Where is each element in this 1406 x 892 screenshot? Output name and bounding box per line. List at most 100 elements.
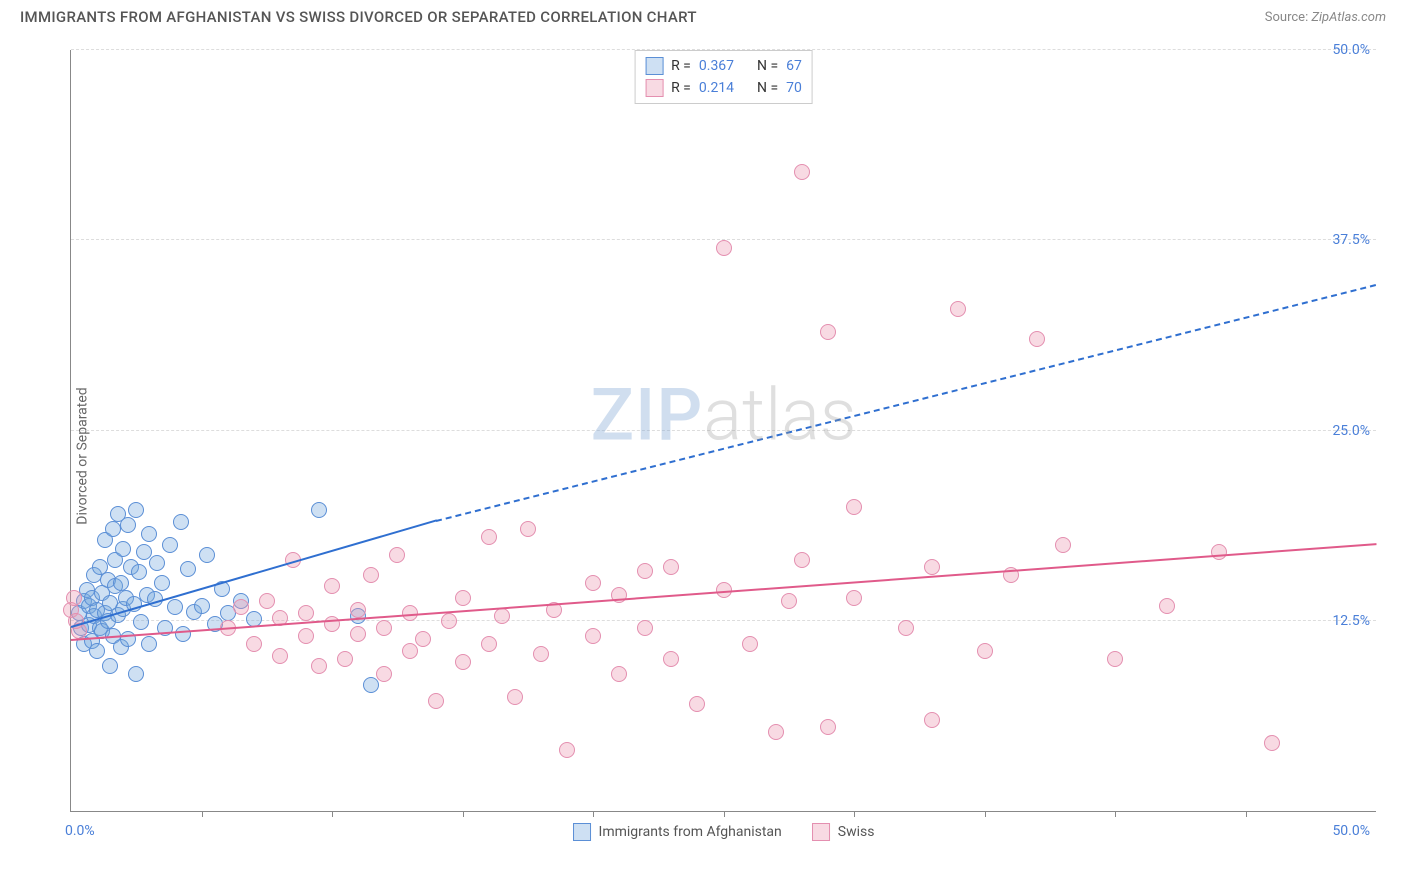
data-point-swiss [1107, 651, 1123, 667]
watermark-atlas: atlas [703, 373, 856, 458]
source-label: Source: [1265, 10, 1308, 25]
r-value-afghanistan: 0.367 [699, 58, 734, 74]
data-point-swiss [233, 599, 249, 615]
data-point-swiss [1159, 598, 1175, 614]
data-point-swiss [298, 628, 314, 644]
data-point-swiss [585, 628, 601, 644]
watermark-zip: ZIP [591, 373, 704, 458]
data-point-afghanistan [173, 514, 189, 530]
data-point-swiss [716, 240, 732, 256]
data-point-afghanistan [311, 502, 327, 518]
x-origin-label: 0.0% [65, 823, 95, 839]
n-value-afghanistan: 67 [786, 58, 802, 74]
data-point-swiss [637, 620, 653, 636]
legend-item-afghanistan: Immigrants from Afghanistan [573, 823, 782, 841]
data-point-swiss [363, 567, 379, 583]
ytick-label: 12.5% [1332, 613, 1370, 629]
legend-stats: R = 0.367 N = 67 R = 0.214 N = 70 [634, 50, 813, 104]
trend-line [436, 284, 1376, 522]
data-point-swiss [924, 712, 940, 728]
chart-container: Divorced or Separated ZIPatlas R = 0.367… [20, 40, 1386, 872]
gridline [71, 430, 1376, 431]
watermark: ZIPatlas [591, 373, 857, 458]
data-point-swiss [977, 643, 993, 659]
data-point-swiss [376, 620, 392, 636]
data-point-swiss [1264, 735, 1280, 751]
data-point-swiss [794, 164, 810, 180]
chart-title: IMMIGRANTS FROM AFGHANISTAN VS SWISS DIV… [20, 8, 697, 26]
data-point-afghanistan [199, 547, 215, 563]
data-point-swiss [846, 499, 862, 515]
data-point-swiss [768, 724, 784, 740]
data-point-afghanistan [194, 598, 210, 614]
legend-swatch-afghanistan-2 [573, 823, 591, 841]
data-point-afghanistan [363, 677, 379, 693]
data-point-swiss [663, 651, 679, 667]
data-point-swiss [781, 593, 797, 609]
legend-item-swiss: Swiss [812, 823, 875, 841]
xtick [332, 811, 333, 817]
xtick [1246, 811, 1247, 817]
data-point-afghanistan [115, 541, 131, 557]
data-point-swiss [950, 301, 966, 317]
data-point-swiss [611, 666, 627, 682]
x-max-label: 50.0% [1332, 823, 1370, 839]
data-point-swiss [246, 636, 262, 652]
data-point-swiss [689, 696, 705, 712]
data-point-afghanistan [113, 575, 129, 591]
data-point-swiss [742, 636, 758, 652]
legend-stats-row-2: R = 0.214 N = 70 [645, 77, 802, 99]
r-label: R = [671, 58, 691, 74]
data-point-swiss [794, 552, 810, 568]
data-point-afghanistan [120, 517, 136, 533]
data-point-swiss [559, 742, 575, 758]
title-bar: IMMIGRANTS FROM AFGHANISTAN VS SWISS DIV… [0, 0, 1406, 30]
data-point-swiss [350, 626, 366, 642]
data-point-afghanistan [180, 561, 196, 577]
data-point-afghanistan [89, 643, 105, 659]
data-point-swiss [337, 651, 353, 667]
data-point-swiss [924, 559, 940, 575]
data-point-swiss [415, 631, 431, 647]
scatter-plot: ZIPatlas R = 0.367 N = 67 R = 0.214 N = … [70, 50, 1376, 812]
n-value-swiss: 70 [786, 80, 802, 96]
data-point-afghanistan [105, 521, 121, 537]
data-point-afghanistan [133, 614, 149, 630]
xtick [854, 811, 855, 817]
data-point-swiss [428, 693, 444, 709]
data-point-swiss [376, 666, 392, 682]
data-point-swiss [272, 648, 288, 664]
data-point-swiss [298, 605, 314, 621]
data-point-swiss [324, 616, 340, 632]
data-point-swiss [846, 590, 862, 606]
xtick [1115, 811, 1116, 817]
r-label: R = [671, 80, 691, 96]
xtick [724, 811, 725, 817]
legend-label-afghanistan: Immigrants from Afghanistan [599, 824, 782, 840]
legend-swatch-swiss [645, 79, 663, 97]
data-point-afghanistan [128, 502, 144, 518]
n-label: N = [757, 58, 778, 74]
xtick [463, 811, 464, 817]
data-point-swiss [663, 559, 679, 575]
data-point-swiss [481, 636, 497, 652]
data-point-swiss [455, 654, 471, 670]
legend-series: Immigrants from Afghanistan Swiss [573, 823, 875, 841]
gridline [71, 620, 1376, 621]
data-point-swiss [585, 575, 601, 591]
data-point-swiss [820, 719, 836, 735]
data-point-swiss [533, 646, 549, 662]
data-point-afghanistan [154, 575, 170, 591]
data-point-swiss [898, 620, 914, 636]
data-point-swiss [455, 590, 471, 606]
data-point-swiss [350, 602, 366, 618]
data-point-swiss [1055, 537, 1071, 553]
data-point-swiss [820, 324, 836, 340]
n-label: N = [757, 80, 778, 96]
data-point-swiss [520, 521, 536, 537]
data-point-swiss [402, 643, 418, 659]
source-value: ZipAtlas.com [1311, 10, 1386, 25]
legend-stats-row-1: R = 0.367 N = 67 [645, 55, 802, 77]
data-point-afghanistan [162, 537, 178, 553]
xtick [985, 811, 986, 817]
